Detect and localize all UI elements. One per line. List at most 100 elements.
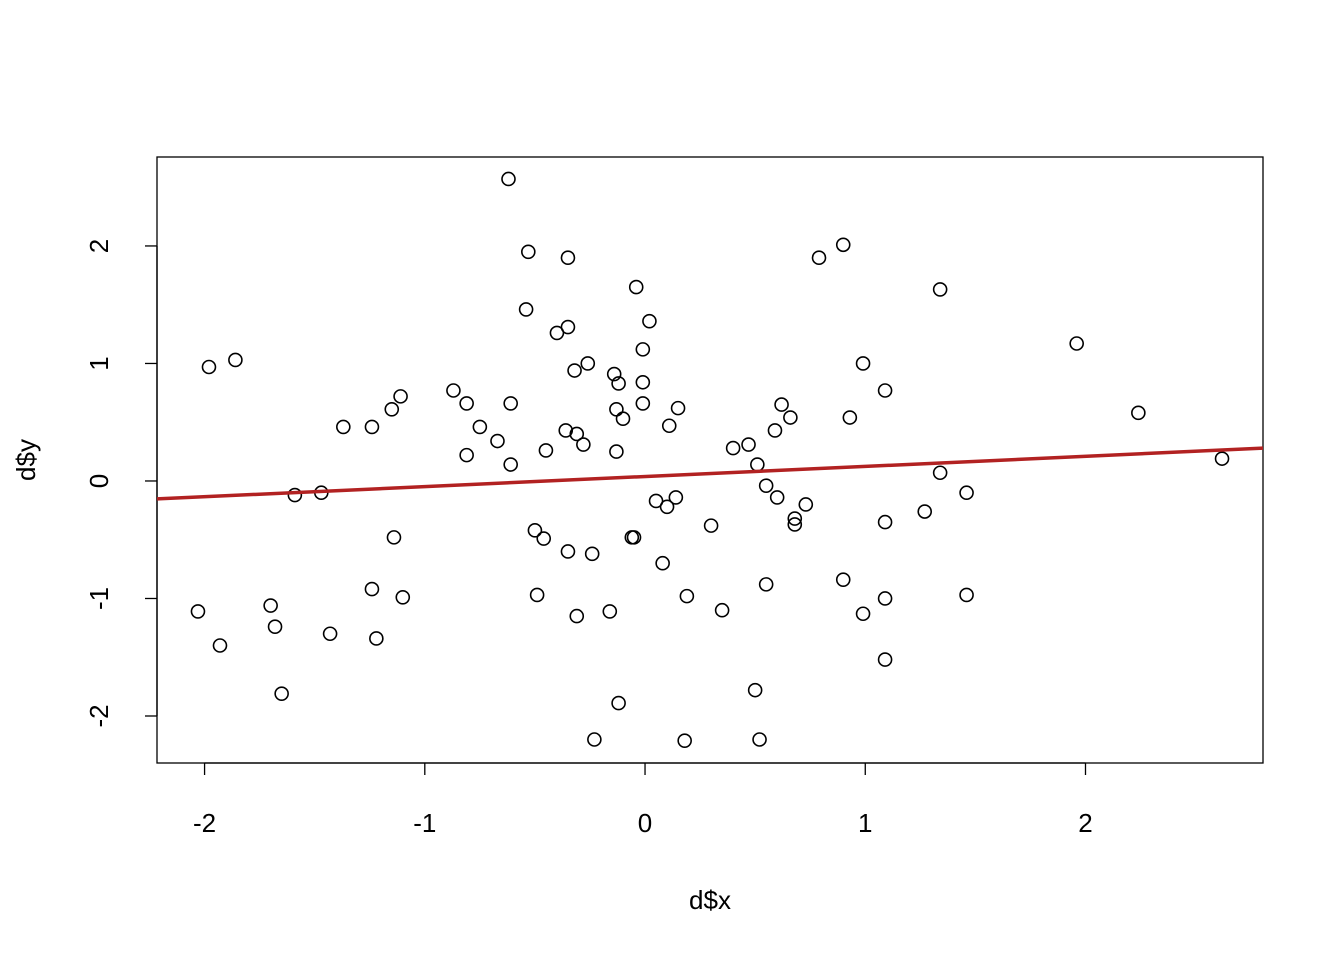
y-axis-label: d$y <box>11 439 41 481</box>
data-point <box>655 555 670 571</box>
y-tick-label: 1 <box>84 356 114 370</box>
data-point <box>932 465 948 481</box>
data-point <box>1131 405 1146 421</box>
data-point <box>642 313 657 329</box>
data-point <box>752 732 767 747</box>
data-point <box>364 419 380 435</box>
data-point <box>580 356 596 371</box>
data-point <box>567 363 582 378</box>
data-point <box>536 531 552 546</box>
data-point <box>501 171 516 187</box>
data-point <box>1214 451 1230 466</box>
data-point <box>459 447 474 463</box>
data-point <box>659 499 675 515</box>
data-point <box>635 396 651 411</box>
data-point <box>774 397 789 412</box>
data-point <box>364 581 380 597</box>
data-point <box>576 437 591 452</box>
data-point <box>835 572 851 587</box>
data-point <box>767 423 783 438</box>
data-point <box>336 419 351 435</box>
data-point <box>212 638 228 653</box>
data-point <box>635 342 651 357</box>
data-point <box>758 478 774 493</box>
data-point <box>628 279 644 295</box>
data-point <box>677 733 692 748</box>
data-point <box>787 511 803 526</box>
data-point <box>529 587 545 603</box>
data-point <box>560 544 576 559</box>
x-tick-label: -2 <box>193 808 216 838</box>
data-point <box>446 383 461 398</box>
data-point <box>615 411 631 426</box>
data-point <box>635 374 651 390</box>
data-point <box>609 401 624 417</box>
x-tick-label: 1 <box>858 808 872 838</box>
data-point <box>959 485 974 501</box>
data-point <box>747 682 763 698</box>
data-point <box>569 426 585 442</box>
data-point <box>503 396 518 411</box>
data-point <box>395 590 411 605</box>
data-point <box>855 606 871 622</box>
data-point <box>877 591 893 606</box>
data-point <box>1069 336 1084 351</box>
data-point <box>877 652 893 667</box>
data-point <box>758 577 774 592</box>
data-point <box>584 546 600 562</box>
x-tick-label: -1 <box>413 808 436 838</box>
data-point <box>798 497 814 512</box>
data-point <box>932 282 948 297</box>
data-point <box>611 376 626 391</box>
x-axis-label: d$x <box>689 885 731 915</box>
data-point <box>384 401 400 417</box>
data-point <box>490 433 505 449</box>
data-point <box>459 396 474 411</box>
data-point <box>560 250 576 266</box>
data-point <box>783 410 798 425</box>
data-point <box>670 400 686 416</box>
data-point <box>587 732 602 747</box>
data-point <box>393 389 408 404</box>
data-point <box>602 604 618 619</box>
data-point <box>518 302 534 317</box>
data-point <box>274 686 289 701</box>
data-point <box>527 523 543 538</box>
data-point <box>549 325 565 341</box>
data-point <box>472 419 488 435</box>
data-point <box>725 440 741 456</box>
data-point <box>811 250 827 266</box>
y-tick-label: -2 <box>84 704 114 727</box>
data-point <box>263 598 278 613</box>
data-point <box>703 518 719 533</box>
data-point <box>609 444 624 459</box>
data-point <box>287 487 303 503</box>
data-point <box>322 626 338 642</box>
data-point <box>787 517 803 532</box>
data-point <box>606 366 622 382</box>
data-point <box>855 356 871 371</box>
data-point <box>569 608 585 624</box>
data-point <box>769 490 785 505</box>
data-point <box>959 587 974 603</box>
data-point <box>917 504 933 519</box>
data-point <box>503 457 518 472</box>
data-point <box>369 631 384 646</box>
y-tick-label: -1 <box>84 587 114 610</box>
data-point <box>228 352 243 368</box>
x-tick-label: 0 <box>638 808 652 838</box>
data-point <box>190 604 206 619</box>
plot-area <box>157 171 1263 748</box>
data-point <box>661 418 677 434</box>
data-point <box>750 457 765 472</box>
data-point <box>201 359 217 375</box>
y-tick-label: 2 <box>84 239 114 253</box>
data-point <box>538 443 554 458</box>
data-point <box>741 437 756 452</box>
regression-line <box>157 446 1263 501</box>
x-tick-label: 2 <box>1078 808 1092 838</box>
data-point <box>714 602 730 618</box>
data-point <box>842 410 858 425</box>
data-point <box>626 530 642 545</box>
